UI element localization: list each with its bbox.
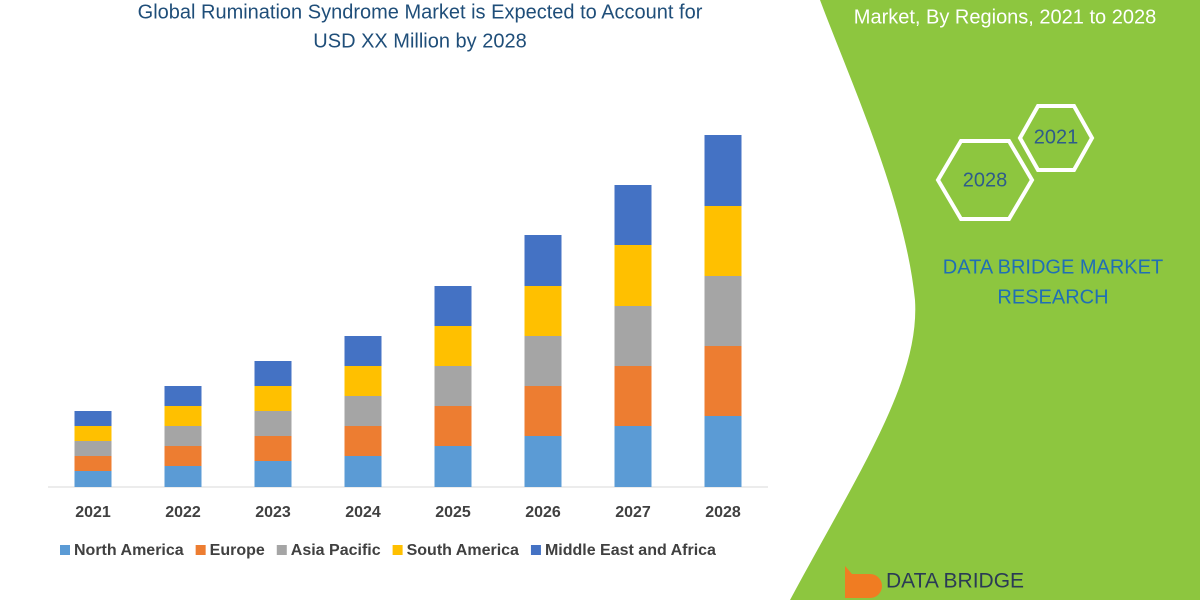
bar-segment: [254, 461, 292, 487]
bar-segment: [164, 446, 202, 466]
x-tick-label: 2021: [75, 504, 111, 521]
hexagon: [935, 139, 1035, 221]
hexagon-label: 2021: [1034, 126, 1079, 148]
x-tick-label: 2025: [435, 504, 471, 521]
chart-title: Global Rumination Syndrome Market is Exp…: [138, 1, 703, 23]
legend-label: South America: [407, 542, 519, 559]
bar-segment: [614, 366, 652, 426]
bar-segment: [434, 446, 472, 487]
legend-swatch: [60, 545, 70, 555]
bar-segment: [614, 426, 652, 487]
hexagon: [1017, 104, 1095, 172]
x-tick-label: 2023: [255, 504, 291, 521]
bar-segment: [614, 306, 652, 366]
side-panel: [790, 0, 1200, 600]
legend-swatch: [195, 545, 206, 555]
bar-segment: [434, 406, 472, 446]
bar-segment: [704, 135, 742, 206]
bar-segment: [704, 206, 742, 276]
bar-segment: [164, 386, 202, 406]
bar-segment: [344, 426, 382, 456]
bar-segment: [344, 336, 382, 366]
brand-text: RESEARCH: [997, 286, 1108, 308]
bar-segment: [524, 336, 562, 386]
logo-text: DATA BRIDGE: [886, 570, 1024, 593]
bar-segment: [74, 426, 112, 441]
bar-segment: [74, 456, 112, 471]
x-tick-label: 2027: [615, 504, 651, 521]
legend-label: Europe: [210, 542, 265, 559]
bar-segment: [344, 366, 382, 396]
brand-text: DATA BRIDGE MARKET: [943, 256, 1163, 278]
bar-segment: [74, 441, 112, 456]
x-tick-label: 2022: [165, 504, 201, 521]
chart-title: USD XX Million by 2028: [313, 30, 526, 52]
bar-segment: [704, 346, 742, 416]
x-tick-label: 2024: [345, 504, 381, 521]
logo-icon: [845, 566, 882, 598]
bar-segment: [164, 466, 202, 487]
bar-segment: [614, 185, 652, 245]
bar-segment: [344, 396, 382, 426]
bar-segment: [344, 456, 382, 487]
bar-segment: [704, 276, 742, 346]
hexagon-label: 2028: [963, 169, 1008, 191]
bar-segment: [434, 286, 472, 326]
bar-segment: [434, 326, 472, 366]
legend-label: Middle East and Africa: [545, 542, 716, 559]
bar-segment: [434, 366, 472, 406]
legend-label: Asia Pacific: [291, 542, 381, 559]
x-tick-label: 2028: [705, 504, 741, 521]
bar-segment: [524, 386, 562, 436]
panel-heading: Market, By Regions, 2021 to 2028: [854, 6, 1156, 28]
bar-segment: [254, 436, 292, 461]
bar-segment: [254, 386, 292, 411]
bar-segment: [524, 235, 562, 286]
x-tick-label: 2026: [525, 504, 561, 521]
bar-segment: [254, 361, 292, 386]
bar-segment: [74, 411, 112, 426]
bar-segment: [524, 436, 562, 487]
bar-segment: [254, 411, 292, 436]
legend-swatch: [392, 545, 403, 555]
bar-segment: [74, 471, 112, 487]
legend-swatch: [530, 545, 541, 555]
bar-segment: [704, 416, 742, 487]
bar-segment: [164, 426, 202, 446]
bar-segment: [524, 286, 562, 336]
bar-segment: [164, 406, 202, 426]
legend-swatch: [276, 545, 287, 555]
bar-segment: [614, 245, 652, 306]
legend-label: North America: [74, 542, 184, 559]
